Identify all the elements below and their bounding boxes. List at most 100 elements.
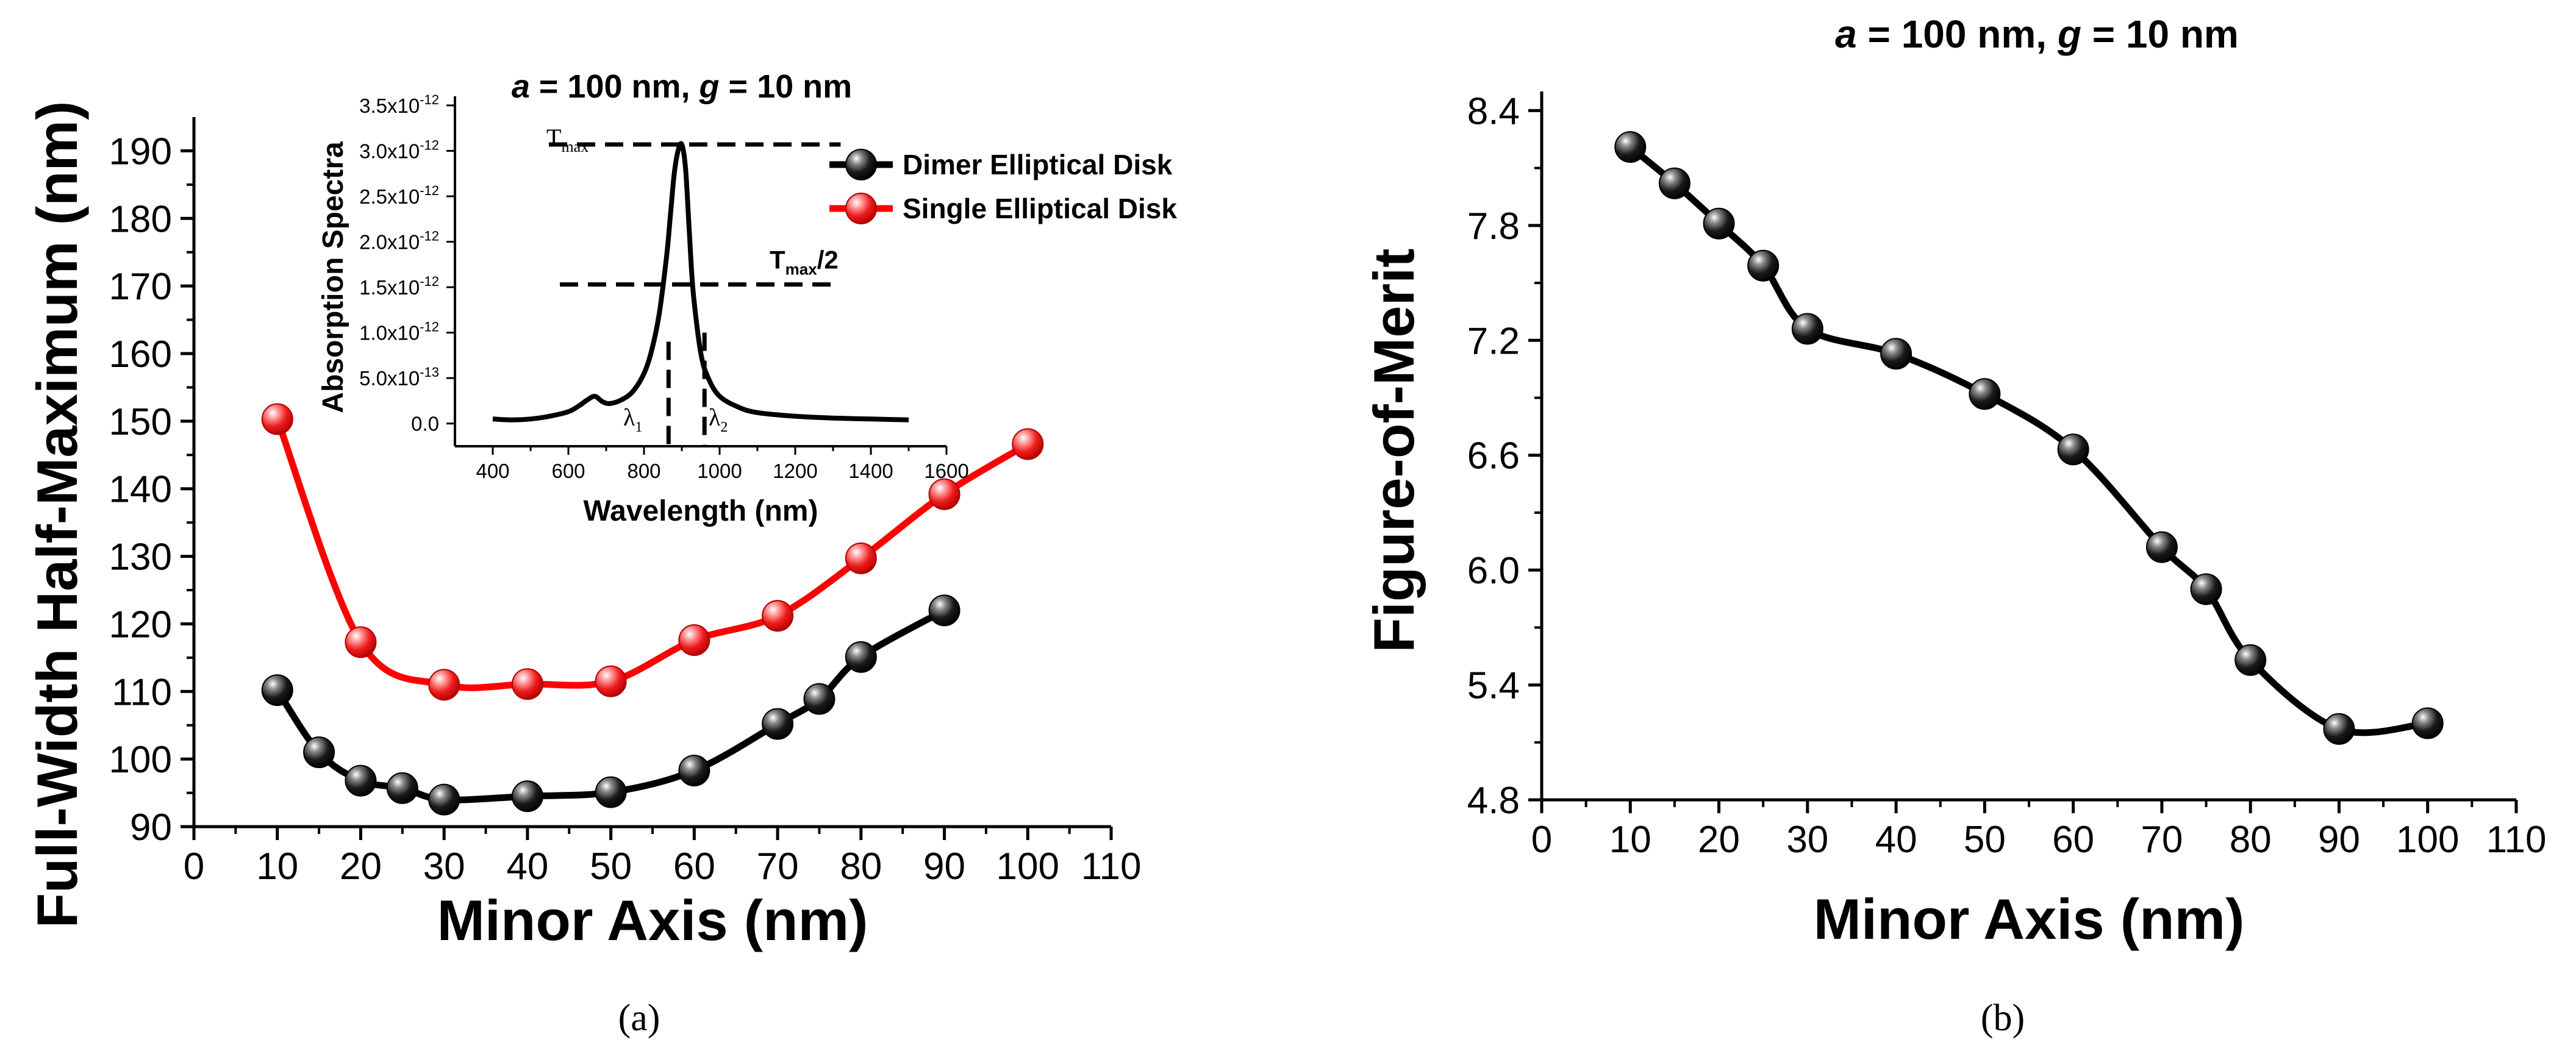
thalf-label: Tmax/2 xyxy=(770,246,839,279)
inset-x-tick-label: 1400 xyxy=(848,460,893,482)
inset-y-axis-title: Absorption Spectra xyxy=(317,141,349,413)
y-axis-title: Full-Width Half-Maximum (nm) xyxy=(25,101,89,928)
data-point xyxy=(428,783,460,816)
data-point xyxy=(261,674,293,707)
x-tick-label: 30 xyxy=(423,846,465,888)
data-point xyxy=(678,624,710,657)
inset-x-tick-label: 1600 xyxy=(924,460,968,482)
x-tick-label: 0 xyxy=(184,846,204,888)
inset-x-tick-label: 800 xyxy=(627,460,660,482)
y-tick-label: 170 xyxy=(109,266,172,308)
y-tick-label: 90 xyxy=(130,807,172,849)
y-tick-label: 180 xyxy=(109,198,172,240)
x-tick-label: 30 xyxy=(1786,819,1828,861)
data-point xyxy=(428,669,460,701)
inset-y-tick-label: 3.5x10-12 xyxy=(359,92,439,117)
data-point xyxy=(845,542,877,574)
y-tick-label: 160 xyxy=(109,333,172,376)
series-dimer xyxy=(261,594,961,816)
x-tick-label: 90 xyxy=(923,846,965,888)
data-point xyxy=(762,708,794,740)
data-point xyxy=(1012,428,1044,460)
data-point xyxy=(303,736,335,769)
inset-y-tick-label: 3.0x10-12 xyxy=(359,137,439,162)
data-point xyxy=(1614,131,1647,163)
data-point xyxy=(1747,249,1780,282)
y-tick-label: 7.8 xyxy=(1467,205,1520,248)
y-tick-label: 5.4 xyxy=(1467,665,1520,707)
inset-y-tick-label: 0.0 xyxy=(411,413,439,435)
x-tick-label: 60 xyxy=(673,846,715,888)
legend-marker xyxy=(845,149,877,180)
series-fom xyxy=(1614,131,2444,745)
y-tick-label: 6.6 xyxy=(1467,435,1520,477)
x-tick-label: 100 xyxy=(2396,819,2459,861)
data-point xyxy=(1658,167,1690,199)
series-line xyxy=(274,607,946,803)
y-tick-label: 120 xyxy=(109,604,172,646)
x-axis-title: Minor Axis (nm) xyxy=(437,888,868,952)
data-point xyxy=(2323,713,2355,745)
data-point xyxy=(345,764,377,797)
x-tick-label: 50 xyxy=(590,846,632,888)
inset-x-tick-label: 600 xyxy=(551,460,585,482)
y-tick-label: 7.2 xyxy=(1467,320,1520,362)
data-point xyxy=(2411,707,2444,739)
x-axis-title: Minor Axis (nm) xyxy=(1814,887,2245,951)
x-tick-label: 80 xyxy=(2230,819,2272,861)
legend-label: Single Elliptical Disk xyxy=(903,193,1177,224)
y-tick-label: 190 xyxy=(109,130,172,173)
data-point xyxy=(845,641,877,673)
panel-a: 0 10 20 30 40 50 60 70 80 90 100 110 90 100 110 120 130 1… xyxy=(25,68,1177,1039)
y-tick-label: 140 xyxy=(109,469,172,511)
y-tick-label: 6.0 xyxy=(1467,550,1520,592)
data-point xyxy=(595,665,627,697)
data-point xyxy=(1880,338,1912,370)
inset-x-tick-label: 1200 xyxy=(773,460,817,482)
data-point xyxy=(1791,313,1823,345)
data-point xyxy=(2057,433,2089,466)
data-point xyxy=(2234,644,2267,676)
inset-y-tick-label: 5.0x10-13 xyxy=(359,365,439,390)
lambda2-label: λ2 xyxy=(709,404,728,435)
data-point xyxy=(928,478,961,510)
legend: Dimer Elliptical Disk Single Elliptical D… xyxy=(829,149,1177,224)
x-tick-label: 100 xyxy=(996,846,1059,888)
data-point xyxy=(345,626,377,658)
legend-marker xyxy=(845,193,877,224)
data-point xyxy=(2145,531,2178,563)
inset-title: a = 100 nm, g = 10 nm xyxy=(512,68,852,105)
x-tick-label: 20 xyxy=(340,846,382,888)
x-tick-label: 60 xyxy=(2052,819,2094,861)
data-point xyxy=(1969,378,2001,410)
data-point xyxy=(1703,207,1735,240)
data-point xyxy=(803,683,835,715)
caption-a: (a) xyxy=(618,997,660,1039)
inset-y-tick-label: 1.5x10-12 xyxy=(359,274,439,299)
x-tick-label: 50 xyxy=(1964,819,2006,861)
inset-y-tick-label: 2.0x10-12 xyxy=(359,229,439,254)
x-tick-label: 10 xyxy=(256,846,298,888)
x-tick-label: 70 xyxy=(757,846,799,888)
data-point xyxy=(386,772,418,804)
x-tick-label: 70 xyxy=(2141,819,2183,861)
data-point xyxy=(2190,573,2222,605)
x-tick-label: 110 xyxy=(2486,819,2547,861)
x-tick-label: 20 xyxy=(1698,819,1740,861)
x-tick-label: 40 xyxy=(1875,819,1917,861)
x-tick-label: 0 xyxy=(1531,819,1552,861)
series-single xyxy=(261,403,1044,701)
chart-title: a = 100 nm, g = 10 nm xyxy=(1835,12,2239,56)
absorption-spectrum-line xyxy=(492,141,909,422)
data-point xyxy=(511,780,543,813)
panel-b: 0 10 20 30 40 50 60 70 80 90 100 110 4.8 5.4 6.0 6.6 7.2… xyxy=(1362,12,2546,1039)
y-tick-label: 110 xyxy=(112,671,172,713)
x-tick-label: 80 xyxy=(840,846,882,888)
data-point xyxy=(928,594,961,627)
x-tick-label: 90 xyxy=(2318,819,2360,861)
x-tick-label: 40 xyxy=(506,846,548,888)
caption-b: (b) xyxy=(1981,997,2025,1039)
data-point xyxy=(261,403,293,435)
y-tick-label: 150 xyxy=(109,401,172,443)
